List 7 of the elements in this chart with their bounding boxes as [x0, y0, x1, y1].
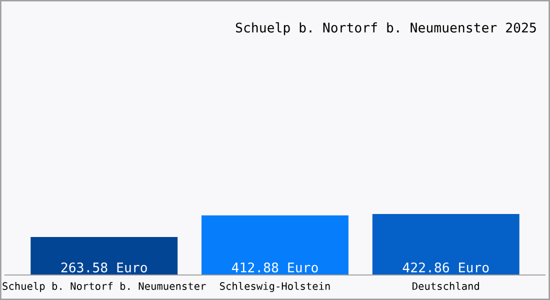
x-tick-label: Schuelp b. Nortorf b. Neumuenster	[2, 282, 206, 292]
data-label: 422.86 Euro	[402, 262, 489, 272]
data-label: 412.88 Euro	[232, 262, 318, 272]
x-tick-label: Schleswig-Holstein	[220, 282, 330, 292]
data-label: 263.58 Euro	[61, 262, 147, 272]
chart-title: Schuelp b. Nortorf b. Neumuenster 2025	[236, 22, 536, 36]
x-tick-label: Deutschland	[412, 282, 479, 290]
